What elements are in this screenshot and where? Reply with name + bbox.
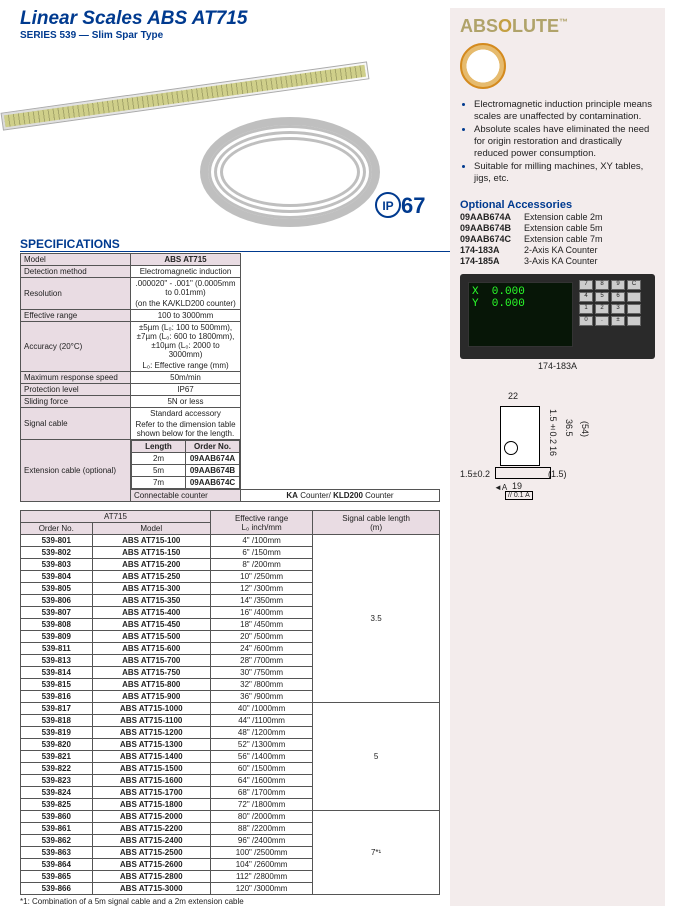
ip67-badge: IP67: [375, 192, 425, 219]
counter-label: 174-183A: [460, 361, 655, 371]
hero-image: IP67: [20, 47, 450, 237]
accessory-row: 09AAB674AExtension cable 2m: [460, 212, 655, 222]
counter-image: X 0.000Y 0.000 789C4561230.±: [460, 274, 655, 359]
table-row: 539-801ABS AT715-1004" /100mm3.5: [21, 535, 440, 547]
absolute-logo: ABSOLUTE™: [460, 16, 655, 37]
footnote: *1: Combination of a 5m signal cable and…: [20, 897, 450, 906]
cert-badge-icon: [460, 43, 506, 89]
series-subtitle: SERIES 539 — Slim Spar Type: [20, 30, 450, 41]
spec-table: ModelABS AT715 Detection methodElectroma…: [20, 253, 440, 502]
feature-bullets: Electromagnetic induction principle mean…: [460, 99, 655, 185]
table-row: 539-860ABS AT715-200080" /2000mm7*¹: [21, 811, 440, 823]
accessory-row: 174-185A3-Axis KA Counter: [460, 256, 655, 266]
accessory-row: 09AAB674BExtension cable 5m: [460, 223, 655, 233]
models-table: AT715Effective range L₀ inch/mmSignal ca…: [20, 510, 440, 895]
accessory-row: 174-183A2-Axis KA Counter: [460, 245, 655, 255]
dimension-drawing: 22 1.5±0.2 36.5 (54) 16 (1.5) 1.5±0.2 19…: [460, 391, 655, 511]
page-title: Linear Scales ABS AT715: [20, 8, 450, 30]
accessories-heading: Optional Accessories: [460, 199, 655, 211]
table-row: 539-817ABS AT715-100040" /1000mm5: [21, 703, 440, 715]
accessory-row: 09AAB674CExtension cable 7m: [460, 234, 655, 244]
spec-heading: SPECIFICATIONS: [20, 237, 450, 252]
